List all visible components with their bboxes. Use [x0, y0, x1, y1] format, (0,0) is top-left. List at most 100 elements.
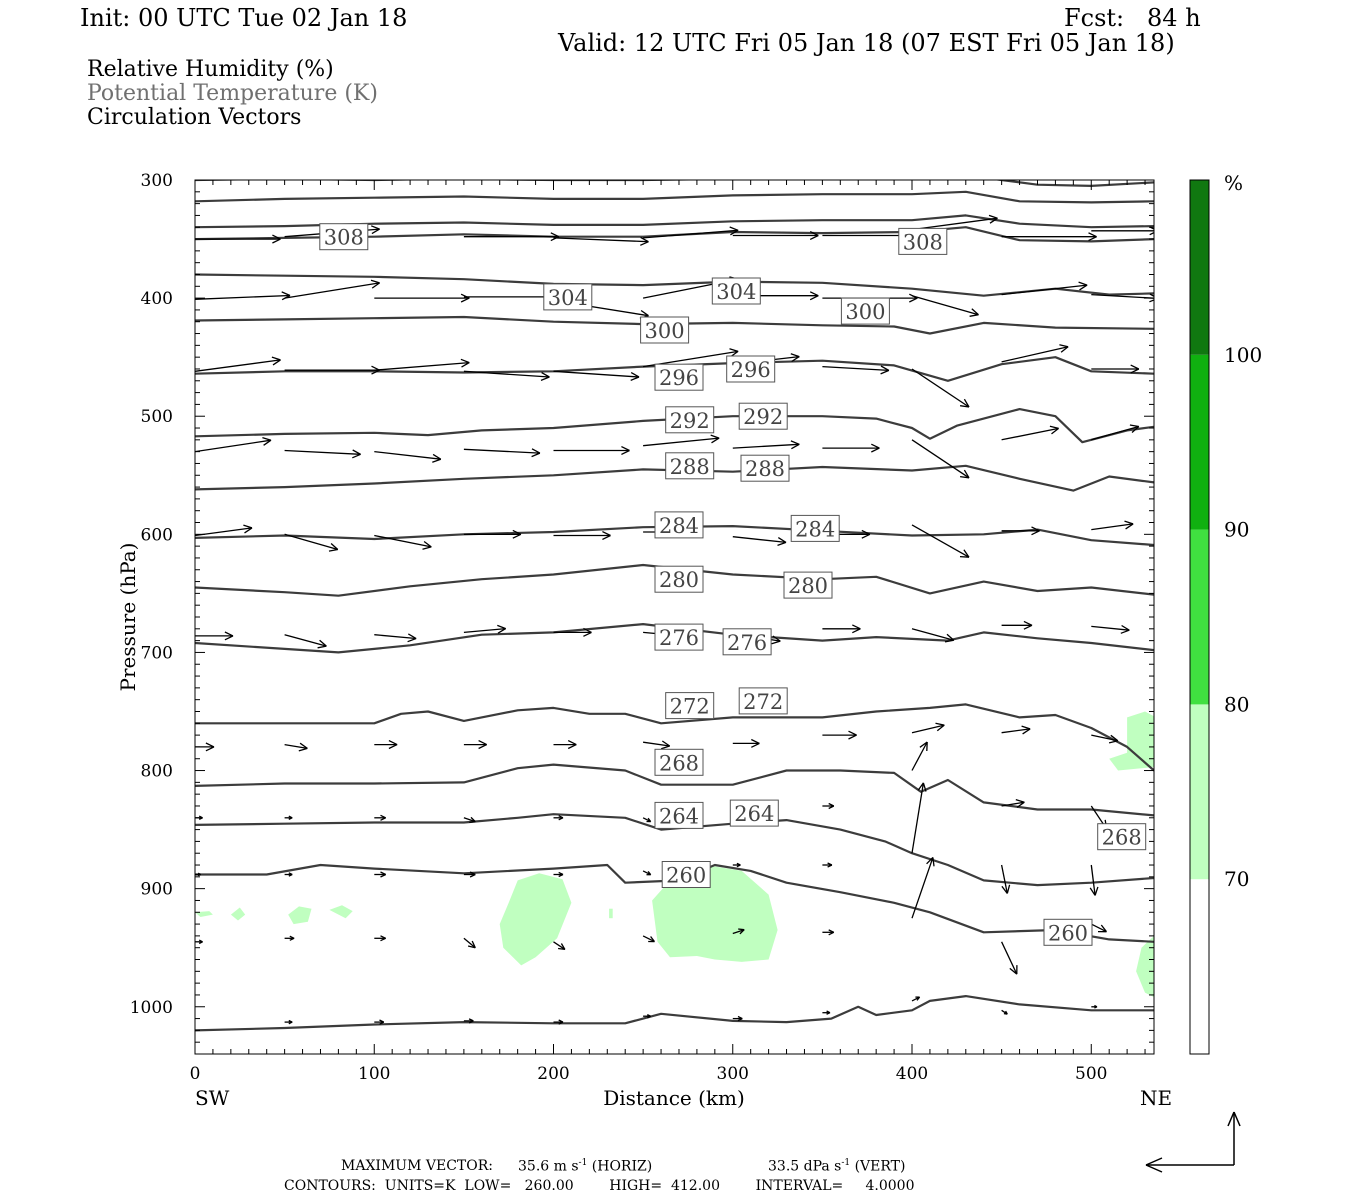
vector-head	[751, 742, 760, 748]
circulation-vector-96	[1000, 864, 1011, 894]
vector-head	[1031, 530, 1040, 536]
circulation-vector-31	[1091, 364, 1140, 374]
circulation-vector-108	[1091, 923, 1108, 933]
vector-head	[370, 279, 380, 284]
vector-head	[379, 1021, 385, 1025]
vector-head	[771, 640, 781, 645]
circulation-vector-110	[374, 1019, 385, 1025]
theta-contour-line-15	[195, 190, 1154, 204]
init-time-label: Init: 00 UTC Tue 02 Jan 18	[80, 4, 408, 32]
circulation-vector-36	[553, 446, 630, 455]
vector-head	[960, 405, 970, 408]
colorbar-segment-1	[1190, 704, 1209, 880]
circulation-vector-115	[822, 1010, 831, 1015]
circulation-vector-85	[1001, 798, 1025, 808]
vector-head	[1121, 624, 1130, 631]
circulation-vector-116	[911, 996, 921, 1002]
circulation-vector-118	[1091, 1004, 1098, 1009]
vector-shaft	[822, 365, 889, 372]
vector-head	[828, 929, 835, 933]
circulation-vector-109	[284, 1019, 293, 1025]
circulation-vector-4	[643, 226, 739, 239]
contour-label-box-10	[665, 452, 715, 480]
vector-shaft	[374, 634, 417, 640]
legend-relative-humidity: Relative Humidity (%)	[87, 57, 334, 82]
vector-head	[205, 742, 215, 748]
vector-head	[809, 231, 819, 237]
circulation-vector-92	[642, 870, 652, 876]
colorbar-level-0: 70	[1224, 867, 1249, 891]
vector-head	[380, 937, 386, 942]
vector-head	[1124, 520, 1134, 525]
vector-head	[371, 282, 380, 289]
theta-contour-line-13	[195, 995, 1154, 1032]
max-vector-vert-exponent: -1	[841, 1158, 851, 1168]
vector-head	[852, 628, 861, 634]
contour-label-box-23	[729, 799, 779, 827]
valid-time-label: Valid: 12 UTC Fri 05 Jan 18 (07 EST Fri …	[558, 29, 1175, 57]
vector-head	[328, 548, 338, 552]
circulation-vector-58	[553, 627, 592, 637]
vector-head	[880, 365, 890, 371]
x-tick-label-0: 0	[190, 1064, 201, 1084]
vector-shaft	[732, 536, 787, 544]
circulation-vector-34	[374, 450, 442, 463]
circulation-vector-95	[911, 782, 927, 854]
contour-label-13: 284	[795, 517, 835, 541]
vector-head	[871, 447, 880, 453]
vector-shaft	[553, 237, 649, 243]
contour-label-25: 260	[1048, 921, 1088, 945]
vector-head	[541, 372, 550, 378]
vector-head	[1059, 344, 1069, 348]
vector-head	[630, 372, 640, 378]
x-axis-left-label: SW	[195, 1086, 230, 1110]
vector-shaft	[1001, 801, 1025, 807]
contour-label-14: 280	[659, 568, 699, 592]
rh-region-4	[230, 907, 246, 921]
vector-head	[1006, 884, 1011, 894]
vector-head	[550, 236, 560, 242]
reference-vector-icon	[1145, 1111, 1241, 1173]
circulation-vector-22	[284, 365, 380, 375]
circulation-vector-53	[1091, 520, 1134, 531]
contour-label-box-17	[722, 628, 772, 656]
contour-label-9: 292	[743, 405, 783, 429]
colorbar-segment-4	[1190, 180, 1209, 355]
max-vector-horiz-exponent: -1	[578, 1158, 588, 1168]
vector-shaft	[732, 443, 800, 449]
contour-label-box-14	[654, 565, 704, 593]
vector-head	[205, 746, 215, 752]
vector-shaft	[374, 534, 432, 548]
colorbar-segment-2	[1190, 529, 1209, 705]
vector-head	[736, 864, 741, 868]
circulation-vector-80	[553, 815, 564, 821]
vector-head	[558, 947, 565, 951]
circulation-vector-89	[374, 871, 386, 878]
circulation-vector-112	[553, 1019, 564, 1025]
contour-label-box-4	[640, 316, 690, 344]
x-tick-label-1: 100	[358, 1064, 390, 1084]
contour-label-box-22	[654, 801, 704, 829]
circulation-vector-87	[195, 872, 201, 877]
contour-label-16: 276	[659, 626, 699, 650]
vector-head	[272, 234, 281, 240]
circulation-vector-25	[553, 370, 640, 382]
legend-potential-temperature: Potential Temperature (K)	[87, 81, 378, 106]
vector-head	[827, 864, 833, 868]
vector-shaft	[643, 437, 720, 447]
vector-shaft	[195, 294, 291, 300]
vector-head	[809, 234, 819, 240]
circulation-vector-69	[553, 740, 577, 750]
vector-head	[471, 940, 476, 949]
circulation-vector-21	[195, 356, 281, 372]
vector-head	[1100, 924, 1108, 933]
circulation-vector-64	[1091, 624, 1130, 634]
vector-head	[661, 745, 670, 750]
circulation-vector-103	[642, 935, 656, 943]
circulation-vector-114	[732, 1015, 743, 1022]
theta-contour-line-14	[195, 180, 1154, 187]
y-tick-label-0: 300	[141, 171, 173, 191]
circulation-vector-18	[911, 295, 979, 317]
vector-head	[470, 816, 476, 823]
circulation-vector-8	[1001, 232, 1097, 242]
